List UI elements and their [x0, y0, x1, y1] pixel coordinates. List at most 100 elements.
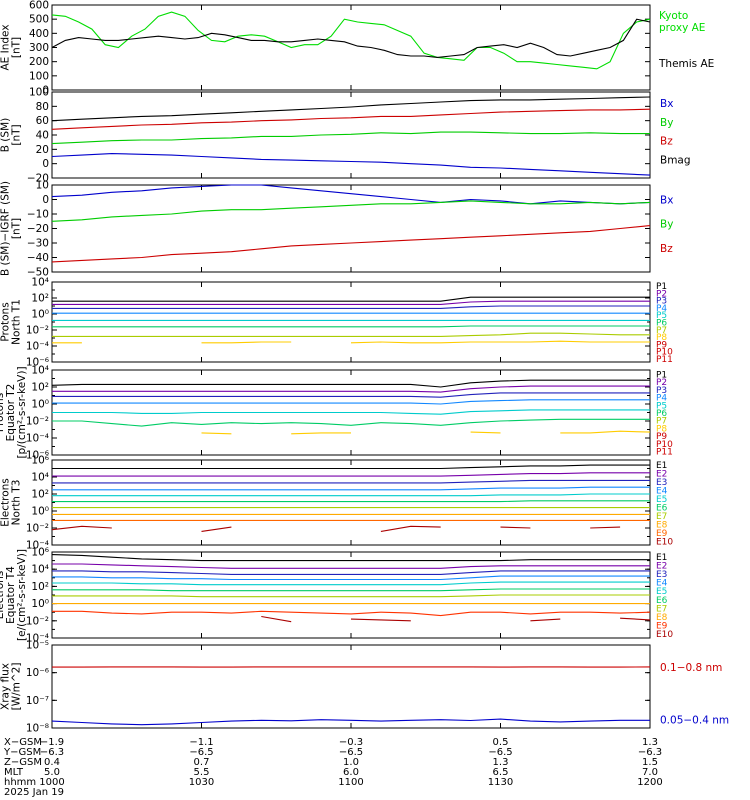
- legend-entry: P2: [656, 378, 667, 388]
- y-tick-label: 10⁰: [31, 598, 49, 610]
- panel-3: 10 0 −10 −20 −30 −40 −50 B (SM)−IGRF (SM)[nT] Bx…: [0, 180, 673, 279]
- y-tick-label: 10⁰: [31, 309, 49, 321]
- series-line-p2: [52, 385, 650, 393]
- legend-entry: P2: [656, 289, 667, 299]
- legend-entry: 0.1−0.8 nm: [660, 662, 722, 674]
- y-tick-label: 10⁻²: [26, 325, 49, 337]
- legend-entry: P8: [656, 333, 667, 343]
- series-line-by: [51, 131, 650, 145]
- y-tick-label: −30: [27, 238, 49, 250]
- legend-entry: E7: [656, 604, 667, 614]
- y-tick-label: 10⁰: [31, 399, 49, 411]
- y-tick-label: 60: [36, 115, 49, 127]
- ephemeris-row-label: MLT: [4, 767, 24, 778]
- legend-entry: E9: [656, 622, 668, 632]
- panel-2: 100 80 60 40 20 0 −20 B (SM)[nT] Bx By Bz Bmag: [0, 87, 691, 185]
- ephemeris-value: 6.0: [343, 767, 359, 778]
- y-tick-label: 10⁻⁴: [26, 633, 49, 645]
- ephemeris-value: 1.5: [642, 757, 658, 768]
- ephemeris-value: 1100: [338, 777, 363, 788]
- y-tick-label: 10⁻⁵: [26, 640, 49, 652]
- legend-entry: P7: [656, 326, 667, 336]
- y-tick-label: 10⁻⁴: [26, 540, 49, 552]
- y-tick-label: 10²: [31, 581, 49, 593]
- legend-entry: P4: [656, 394, 667, 404]
- y-axis-label: B (SM)−IGRF (SM)[nT]: [0, 181, 23, 276]
- legend-entry: Bz: [660, 136, 673, 148]
- y-tick-label: −40: [27, 252, 49, 264]
- series-line-p1: [51, 379, 650, 388]
- y-tick-label: 500: [29, 14, 49, 26]
- legend-entry: E9: [656, 529, 668, 539]
- legend-entry: P10: [656, 440, 673, 450]
- series-line-e3: [52, 479, 650, 484]
- ephemeris-value: 1.3: [493, 757, 509, 768]
- y-tick-label: 10⁶: [31, 455, 49, 467]
- y-tick-label: 10⁴: [31, 277, 49, 289]
- legend-entry: E2: [656, 561, 667, 571]
- legend-entry: P3: [656, 297, 667, 307]
- legend-entry: E6: [656, 596, 668, 606]
- series-line-e9: [52, 610, 651, 617]
- ephemeris-value: 1030: [189, 777, 214, 788]
- legend-entry: P3: [656, 386, 667, 396]
- legend-entry: E5: [656, 495, 667, 505]
- y-tick-label: 0: [42, 158, 49, 170]
- legend-entry: P11: [656, 355, 673, 365]
- y-axis-label: ProtonsNorth T1: [0, 299, 23, 345]
- y-tick-label: 10⁻⁴: [26, 341, 49, 353]
- legend-entry: Bx: [660, 195, 673, 207]
- series-line-e5: [52, 581, 650, 586]
- y-tick-label: 0: [42, 85, 49, 97]
- y-axis-label: Xray flux[W/m^2]: [0, 663, 23, 711]
- ephemeris-value: −6.3: [638, 747, 662, 758]
- ephemeris-row-label: X−GSM: [4, 737, 42, 748]
- legend-entry: P9: [656, 340, 667, 350]
- series-line-by: [51, 200, 651, 222]
- legend-entry: P6: [656, 319, 667, 329]
- ephemeris-value: −6.5: [488, 747, 512, 758]
- y-tick-label: 100: [29, 70, 49, 82]
- y-tick-label: 10²: [31, 382, 49, 394]
- y-tick-label: 10⁻²: [26, 523, 49, 535]
- y-axis-label: ProtonsEquator T2[p/(cm²-s-sr-keV)]: [0, 366, 28, 458]
- series-line-bx: [51, 153, 651, 176]
- ephemeris-value: 7.0: [642, 767, 658, 778]
- legend-entry: E1: [656, 553, 667, 563]
- legend-entry: P1: [656, 370, 667, 380]
- series-line-e2: [52, 563, 650, 569]
- y-tick-label: −50: [27, 267, 49, 279]
- series-line-e6: [52, 588, 650, 592]
- plot-frame: [51, 459, 651, 546]
- legend-entry: P5: [656, 311, 667, 321]
- ephemeris-value: 0.5: [493, 737, 509, 748]
- series-line-e5: [52, 493, 650, 497]
- series-line-bz: [51, 225, 651, 263]
- ephemeris-value: −6.5: [339, 747, 363, 758]
- y-axis-label: ElectronsEquator T4[e/(cm²-s-sr-keV)]: [0, 549, 28, 641]
- plot-frame: [51, 644, 651, 729]
- y-tick-label: −20: [27, 173, 49, 185]
- ephemeris-table: X−GSM−1.9 −1.1 −0.3 0.5 1.3Y−GSM−6.3 −6.5 −6.5…: [3, 737, 663, 798]
- y-tick-label: 10⁻⁸: [26, 723, 49, 735]
- y-tick-label: −10: [27, 209, 49, 221]
- ephemeris-row-label: Y−GSM: [3, 747, 41, 758]
- y-tick-label: 10⁻⁴: [26, 433, 49, 445]
- series-line-themis-ae: [51, 18, 651, 58]
- legend-entry: E2: [656, 469, 667, 479]
- legend-entry: Bx: [660, 98, 673, 110]
- legend-entry: E4: [656, 486, 668, 496]
- ephemeris-value: −0.3: [339, 737, 363, 748]
- y-tick-label: 10⁶: [31, 547, 49, 559]
- ephemeris-value: 1.0: [343, 757, 359, 768]
- legend-entry: 0.05−0.4 nm: [660, 715, 729, 727]
- series-line-e4: [52, 486, 650, 491]
- y-tick-label: 10⁴: [31, 365, 49, 377]
- y-tick-label: 10²: [31, 489, 49, 501]
- y-axis-label: ElectronsNorth T3: [0, 478, 23, 527]
- legend-entry: P9: [656, 432, 667, 442]
